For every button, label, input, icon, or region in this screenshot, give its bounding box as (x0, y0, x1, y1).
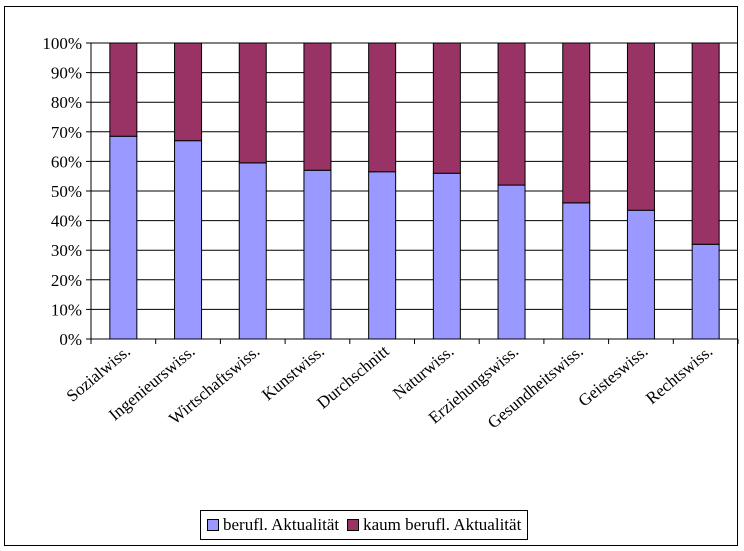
x-category-labels: Sozialwiss.Ingenieurswiss.Wirtschaftswis… (63, 341, 716, 432)
x-category-label: Rechtswiss. (642, 342, 716, 408)
y-tick-label: 50% (51, 182, 82, 201)
y-tick-label: 0% (59, 330, 82, 349)
bar-segment-1 (497, 184, 526, 340)
bar-segment-2 (303, 42, 332, 171)
bar-segment-2 (368, 42, 397, 173)
legend-item-1: berufl. Aktualität (207, 515, 339, 535)
bar-segment-2 (626, 42, 655, 211)
x-category-label: Geisteswiss. (575, 342, 652, 411)
bar-segment-1 (432, 172, 461, 340)
bar-segment-2 (497, 42, 526, 186)
bar-segment-1 (562, 202, 591, 340)
y-tick-label: 100% (42, 34, 82, 53)
x-category-label: Durchschnitt (313, 341, 393, 412)
legend-label-2: kaum berufl. Aktualität (363, 515, 522, 534)
bar-segment-2 (109, 42, 138, 137)
legend-swatch-1 (207, 519, 219, 531)
legend-swatch-2 (347, 519, 360, 531)
y-tick-label: 40% (51, 212, 82, 231)
bar-segment-1 (238, 162, 267, 340)
bar-segment-2 (432, 42, 461, 174)
legend-item-2: kaum berufl. Aktualität (347, 515, 521, 535)
y-tick-label: 30% (51, 241, 82, 260)
bar-segment-2 (174, 42, 203, 142)
bar-segment-1 (303, 169, 332, 340)
bar-segment-2 (562, 42, 591, 204)
bars (109, 42, 720, 340)
bar-segment-1 (626, 209, 655, 340)
bar-segment-1 (368, 171, 397, 340)
y-tick-label: 10% (51, 300, 82, 319)
legend: berufl. Aktualität kaum berufl. Aktualit… (200, 510, 529, 540)
y-tick-label: 20% (51, 271, 82, 290)
y-tick-label: 90% (51, 64, 82, 83)
y-tick-label: 70% (51, 123, 82, 142)
bar-segment-1 (174, 140, 203, 340)
bar-segment-2 (691, 42, 720, 245)
legend-label-1: berufl. Aktualität (223, 515, 340, 534)
y-tick-label: 60% (51, 152, 82, 171)
bar-segment-2 (238, 42, 267, 164)
bar-segment-1 (109, 135, 138, 340)
y-tick-label: 80% (51, 93, 82, 112)
y-tick-labels: 0% 10% 20% 30% 40% 50% 60% 70% 80% 90% 100% (42, 34, 91, 349)
bar-segment-1 (691, 243, 720, 340)
